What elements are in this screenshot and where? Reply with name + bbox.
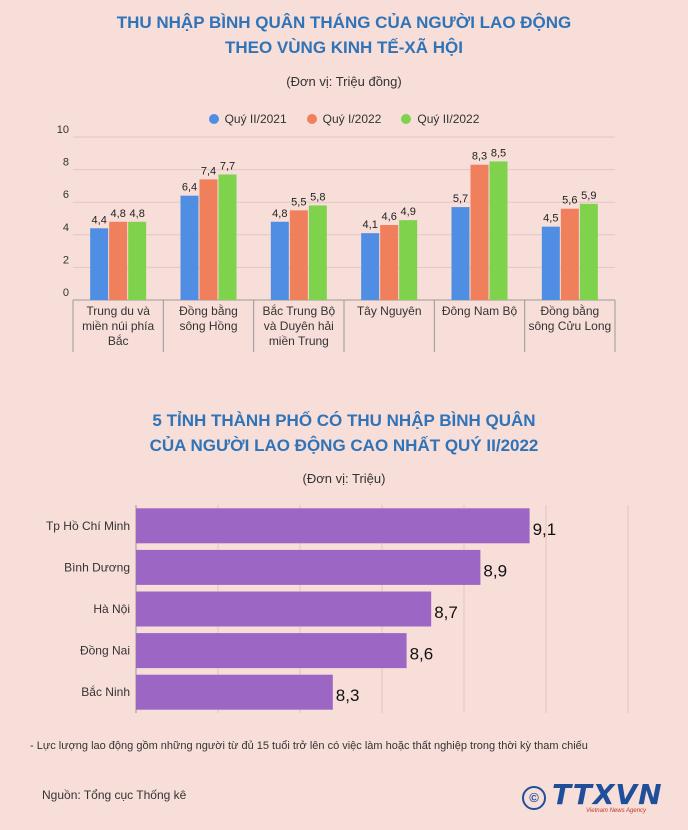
data-label: 8,7 bbox=[434, 603, 458, 622]
chart2-title-line1: 5 TỈNH THÀNH PHỐ CÓ THU NHẬP BÌNH QUÂN bbox=[152, 411, 536, 430]
bar bbox=[541, 226, 560, 300]
bar bbox=[399, 220, 418, 300]
legend-item-q1-2022: Quý I/2022 bbox=[306, 112, 382, 126]
bar bbox=[199, 179, 218, 300]
data-label: 8,3 bbox=[336, 686, 360, 705]
data-label: 5,6 bbox=[562, 195, 577, 207]
data-label: 6,4 bbox=[182, 182, 197, 194]
data-label: 7,4 bbox=[201, 165, 216, 177]
x-category-label: Đồng bằng bbox=[540, 303, 599, 318]
y-tick-label: 2 bbox=[63, 254, 69, 266]
legend-swatch bbox=[208, 114, 219, 124]
bar bbox=[136, 674, 333, 710]
bar bbox=[579, 203, 598, 300]
data-label: 4,8 bbox=[130, 208, 145, 220]
bar bbox=[136, 549, 481, 585]
x-category-label: Đồng bằng bbox=[179, 303, 238, 318]
bar bbox=[218, 174, 237, 300]
bar bbox=[380, 225, 399, 300]
data-label: 4,1 bbox=[363, 219, 378, 231]
data-label: 4,4 bbox=[92, 214, 107, 226]
legend-swatch bbox=[306, 114, 317, 124]
data-label: 8,3 bbox=[472, 151, 487, 163]
bar bbox=[308, 205, 327, 300]
bar bbox=[136, 508, 530, 544]
source-text: Nguồn: Tổng cục Thống kê bbox=[42, 788, 187, 802]
data-label: 5,8 bbox=[310, 191, 325, 203]
x-category-label: Đông Nam Bộ bbox=[442, 304, 518, 318]
bar bbox=[560, 208, 579, 300]
copyright-icon: © bbox=[522, 786, 546, 810]
y-tick-label: 6 bbox=[63, 189, 69, 201]
x-category-label: Bắc bbox=[108, 333, 129, 348]
data-label: 8,5 bbox=[491, 147, 506, 159]
legend-label: Quý II/2022 bbox=[417, 112, 480, 126]
y-tick-label: 10 bbox=[57, 124, 69, 136]
data-label: 4,5 bbox=[543, 213, 558, 225]
legend-label: Quý II/2021 bbox=[224, 112, 287, 126]
chart1-title-line1: THU NHẬP BÌNH QUÂN THÁNG CỦA NGƯỜI LAO Đ… bbox=[116, 13, 572, 32]
legend-label: Quý I/2022 bbox=[322, 112, 382, 126]
data-label: 7,7 bbox=[220, 160, 235, 172]
x-category-label: miền Trung bbox=[269, 334, 329, 348]
legend-swatch bbox=[401, 114, 412, 124]
chart1-legend: Quý II/2021 Quý I/2022 Quý II/2022 bbox=[0, 112, 688, 126]
bar bbox=[270, 221, 289, 300]
legend-item-q2-2021: Quý II/2021 bbox=[208, 112, 287, 126]
x-category-label: sông Cửu Long bbox=[528, 319, 611, 333]
bar bbox=[109, 221, 128, 300]
legend-item-q2-2022: Quý II/2022 bbox=[401, 112, 479, 126]
bar bbox=[470, 164, 489, 300]
x-category-label: Bắc Trung Bộ bbox=[262, 303, 335, 318]
bar bbox=[180, 195, 199, 300]
x-category-label: miền núi phía bbox=[82, 319, 154, 333]
chart1-title-line2: THEO VÙNG KINH TẾ-XÃ HỘI bbox=[224, 38, 463, 57]
ttxvn-logo: © TTXVN Vietnam News Agency bbox=[522, 778, 663, 816]
chart2-unit: (Đơn vị: Triệu) bbox=[302, 471, 386, 486]
y-category-label: Đồng Nai bbox=[80, 644, 130, 658]
y-category-label: Tp Hồ Chí Minh bbox=[46, 519, 130, 533]
data-label: 5,5 bbox=[291, 196, 306, 208]
data-label: 5,9 bbox=[581, 190, 596, 202]
bar bbox=[489, 161, 508, 300]
y-tick-label: 0 bbox=[63, 287, 69, 299]
y-tick-label: 8 bbox=[63, 157, 69, 169]
logo-subtitle: Vietnam News Agency bbox=[586, 808, 647, 814]
y-category-label: Bắc Ninh bbox=[81, 684, 130, 699]
data-label: 4,8 bbox=[111, 208, 126, 220]
bar bbox=[136, 591, 432, 627]
bar bbox=[361, 233, 380, 300]
data-label: 8,6 bbox=[410, 645, 434, 664]
bar bbox=[289, 210, 308, 300]
data-label: 9,1 bbox=[533, 520, 557, 539]
chart1-unit: (Đơn vị: Triệu đồng) bbox=[286, 74, 402, 89]
data-label: 5,7 bbox=[453, 193, 468, 205]
y-category-label: Bình Dương bbox=[64, 560, 130, 574]
bar bbox=[128, 221, 147, 300]
chart2-title-line2: CỦA NGƯỜI LAO ĐỘNG CAO NHẤT QUÝ II/2022 bbox=[149, 436, 539, 455]
bar bbox=[136, 633, 407, 669]
data-label: 4,8 bbox=[272, 208, 287, 220]
y-category-label: Hà Nội bbox=[93, 602, 130, 616]
footnote: - Lực lượng lao động gồm những người từ … bbox=[30, 740, 588, 752]
x-category-label: Trung du và bbox=[86, 304, 150, 318]
x-category-label: và Duyên hải bbox=[264, 319, 334, 333]
bar bbox=[90, 228, 109, 300]
logo-wordmark: TTXVN bbox=[552, 778, 663, 811]
x-category-label: sông Hồng bbox=[179, 319, 237, 333]
data-label: 8,9 bbox=[483, 561, 507, 580]
x-category-label: Tây Nguyên bbox=[357, 304, 422, 318]
y-tick-label: 4 bbox=[63, 222, 69, 234]
data-label: 4,9 bbox=[401, 206, 416, 218]
data-label: 4,6 bbox=[382, 211, 397, 223]
bar bbox=[451, 207, 470, 300]
